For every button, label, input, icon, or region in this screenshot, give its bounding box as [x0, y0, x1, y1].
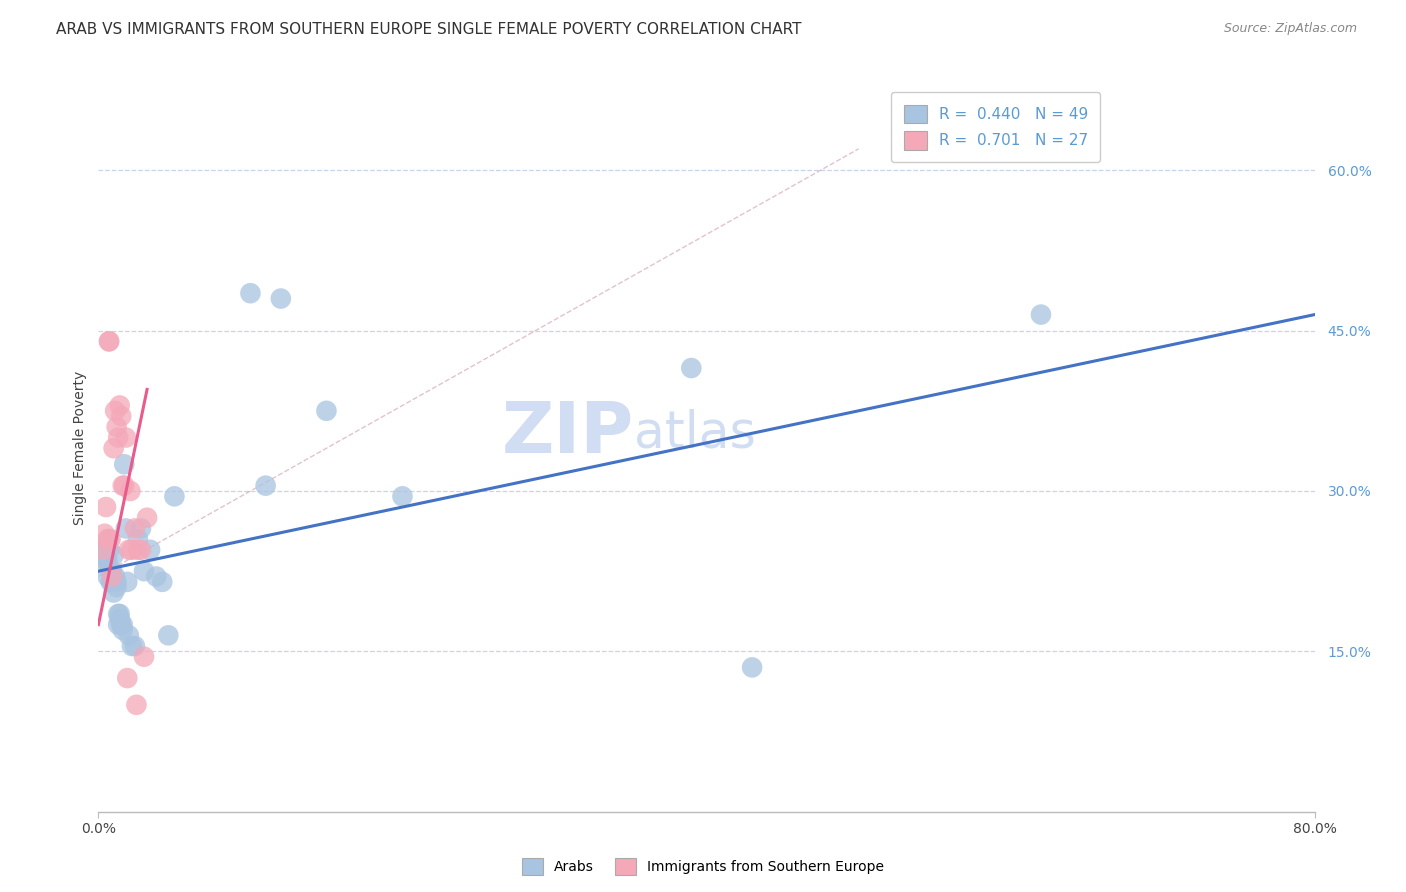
- Point: [150, 574, 173, 589]
- Point: [121, 639, 143, 653]
- Y-axis label: Single Female Poverty: Single Female Poverty: [73, 371, 87, 525]
- Point: [90, 542, 112, 557]
- Point: [163, 489, 186, 503]
- Point: [111, 478, 134, 492]
- Point: [681, 361, 703, 376]
- Point: [139, 542, 162, 557]
- Point: [114, 521, 136, 535]
- Point: [100, 532, 122, 546]
- Point: [157, 628, 180, 642]
- Point: [239, 286, 262, 301]
- Point: [93, 526, 115, 541]
- Point: [117, 671, 139, 685]
- Point: [96, 569, 118, 583]
- Point: [129, 542, 152, 557]
- Point: [129, 521, 152, 535]
- Point: [741, 660, 763, 674]
- Point: [117, 574, 139, 589]
- Point: [101, 574, 124, 589]
- Point: [124, 639, 146, 653]
- Point: [94, 537, 117, 551]
- Point: [96, 553, 118, 567]
- Point: [315, 404, 337, 418]
- Point: [101, 564, 124, 578]
- Point: [91, 542, 114, 557]
- Point: [111, 617, 134, 632]
- Point: [127, 532, 149, 546]
- Point: [101, 569, 124, 583]
- Point: [124, 521, 146, 535]
- Point: [100, 564, 122, 578]
- Point: [110, 409, 132, 424]
- Point: [94, 500, 117, 514]
- Point: [105, 420, 128, 434]
- Point: [108, 399, 131, 413]
- Point: [254, 478, 277, 492]
- Point: [100, 574, 122, 589]
- Point: [107, 431, 129, 445]
- Point: [105, 574, 128, 589]
- Text: Source: ZipAtlas.com: Source: ZipAtlas.com: [1223, 22, 1357, 36]
- Point: [107, 607, 129, 621]
- Point: [93, 548, 115, 562]
- Point: [118, 628, 141, 642]
- Point: [136, 510, 159, 524]
- Point: [118, 542, 141, 557]
- Point: [103, 548, 125, 562]
- Legend: R =  0.440   N = 49, R =  0.701   N = 27: R = 0.440 N = 49, R = 0.701 N = 27: [891, 93, 1101, 161]
- Point: [98, 532, 121, 546]
- Point: [145, 569, 167, 583]
- Point: [1029, 308, 1052, 322]
- Point: [94, 553, 117, 567]
- Point: [391, 489, 413, 503]
- Point: [107, 617, 129, 632]
- Text: ZIP: ZIP: [502, 400, 634, 468]
- Point: [105, 580, 128, 594]
- Point: [98, 542, 121, 557]
- Point: [98, 334, 121, 349]
- Legend: Arabs, Immigrants from Southern Europe: Arabs, Immigrants from Southern Europe: [516, 853, 890, 880]
- Point: [112, 478, 135, 492]
- Point: [127, 542, 149, 557]
- Text: ARAB VS IMMIGRANTS FROM SOUTHERN EUROPE SINGLE FEMALE POVERTY CORRELATION CHART: ARAB VS IMMIGRANTS FROM SOUTHERN EUROPE …: [56, 22, 801, 37]
- Point: [98, 334, 121, 349]
- Point: [101, 569, 124, 583]
- Point: [121, 542, 143, 557]
- Point: [104, 569, 127, 583]
- Point: [270, 292, 292, 306]
- Point: [103, 442, 125, 455]
- Point: [108, 607, 131, 621]
- Point: [110, 617, 132, 632]
- Point: [125, 698, 148, 712]
- Point: [114, 431, 136, 445]
- Point: [111, 623, 134, 637]
- Point: [108, 612, 131, 626]
- Text: atlas: atlas: [634, 409, 755, 458]
- Point: [96, 532, 118, 546]
- Point: [104, 404, 127, 418]
- Point: [132, 649, 155, 664]
- Point: [103, 585, 125, 599]
- Point: [91, 553, 114, 567]
- Point: [132, 564, 155, 578]
- Point: [112, 457, 135, 471]
- Point: [104, 574, 127, 589]
- Point: [120, 483, 142, 498]
